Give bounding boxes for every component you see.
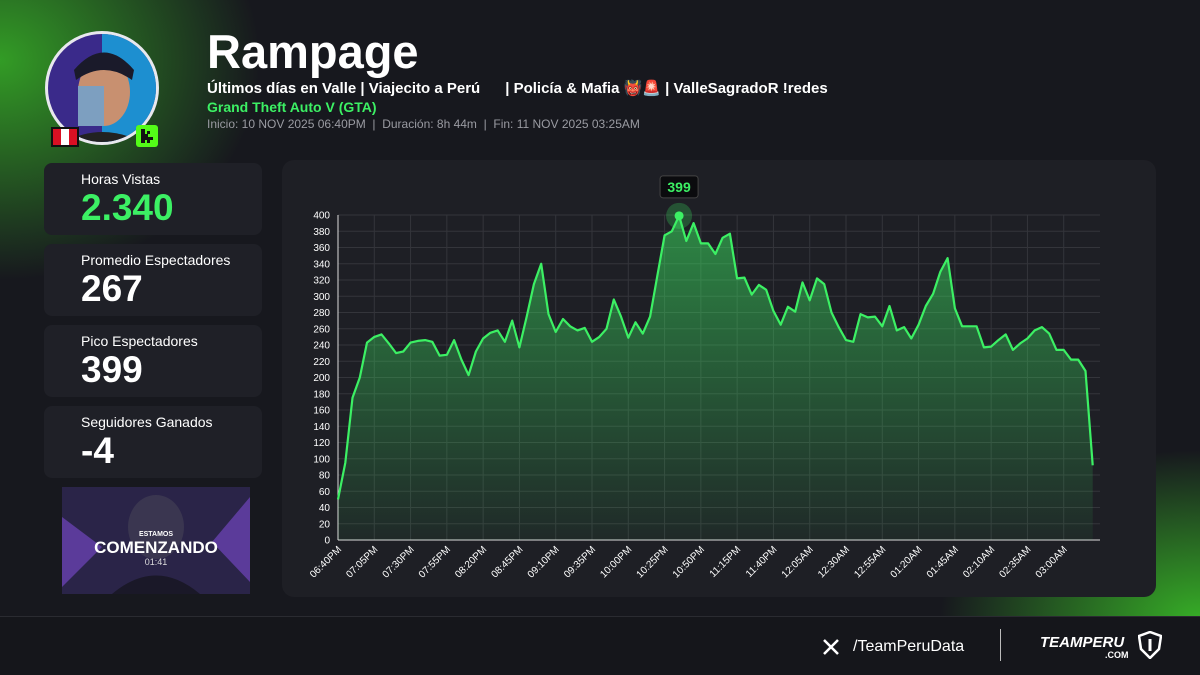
y-tick-label: 60 — [319, 487, 331, 498]
x-tick-label: 12:05AM — [780, 544, 816, 580]
x-tick-label: 11:15PM — [708, 544, 744, 580]
x-tick-label: 07:05PM — [344, 544, 380, 580]
game: Grand Theft Auto V (GTA) — [207, 99, 377, 115]
y-tick-label: 100 — [313, 454, 330, 465]
y-tick-label: 20 — [319, 519, 331, 530]
y-tick-label: 160 — [313, 406, 330, 417]
x-icon — [823, 639, 839, 655]
thumbnail-text: 01:41 — [145, 557, 168, 567]
x-tick-label: 10:25PM — [635, 544, 671, 580]
x-tick-label: 10:00PM — [598, 544, 634, 580]
y-tick-label: 220 — [313, 357, 330, 368]
subtitle: Últimos días en Valle | Viajecito a Perú… — [207, 80, 828, 97]
stat-value: 399 — [81, 349, 143, 390]
brand-sub: .COM — [1105, 650, 1129, 660]
x-tick-label: 09:35PM — [562, 544, 598, 580]
stat-label: Promedio Espectadores — [81, 252, 231, 268]
y-tick-label: 300 — [313, 292, 330, 303]
x-tick-label: 02:10AM — [961, 544, 997, 580]
stat-card: Seguidores Ganados -4 — [44, 406, 262, 478]
thumbnail-text: COMENZANDO — [94, 538, 218, 557]
y-tick-label: 40 — [319, 503, 331, 514]
x-tick-label: 03:00AM — [1034, 544, 1070, 580]
y-tick-label: 400 — [313, 211, 330, 222]
y-tick-label: 80 — [319, 471, 331, 482]
thumbnail-text: ESTAMOS — [139, 531, 173, 538]
brand-shield — [1138, 631, 1162, 659]
y-tick-label: 260 — [313, 324, 330, 335]
stat-value: 267 — [81, 268, 143, 309]
stat-card: Promedio Espectadores 267 — [44, 244, 262, 316]
y-tick-label: 380 — [313, 227, 330, 238]
stat-card: Pico Espectadores 399 — [44, 325, 262, 397]
y-tick-label: 0 — [324, 536, 330, 547]
y-tick-label: 340 — [313, 259, 330, 270]
stat-card: Horas Vistas 2.340 — [44, 163, 262, 235]
x-tick-label: 09:10PM — [526, 544, 562, 580]
x-tick-label: 08:20PM — [453, 544, 489, 580]
x-tick-label: 08:45PM — [489, 544, 525, 580]
x-tick-label: 10:50PM — [671, 544, 707, 580]
area — [338, 215, 1093, 541]
x-tick-label: 07:30PM — [381, 544, 417, 580]
chart: 0 20 40 60 80 100 120 140 160 180 200 220 240 260 280 3… — [308, 175, 1100, 580]
x-tick-label: 01:20AM — [889, 544, 925, 580]
title: Rampage — [207, 25, 419, 78]
y-tick-label: 320 — [313, 276, 330, 287]
peak-label: 399 — [667, 179, 691, 195]
y-tick-label: 200 — [313, 373, 330, 384]
y-tick-label: 240 — [313, 341, 330, 352]
y-tick-label: 140 — [313, 422, 330, 433]
footer: /TeamPeruData TEAMPERU .COM — [0, 616, 1200, 675]
stat-label: Seguidores Ganados — [81, 414, 213, 430]
x-tick-label: 02:35AM — [997, 544, 1033, 580]
y-tick-label: 120 — [313, 438, 330, 449]
stat-value: -4 — [81, 430, 114, 471]
y-tick-label: 360 — [313, 243, 330, 254]
y-tick-label: 280 — [313, 308, 330, 319]
peak-badge — [659, 175, 699, 199]
stat-label: Horas Vistas — [81, 171, 161, 187]
stat-value: 2.340 — [81, 187, 174, 228]
x-tick-label: 12:30AM — [816, 544, 852, 580]
x-tick-label: 07:55PM — [417, 544, 453, 580]
brand: TEAMPERU — [1040, 634, 1125, 651]
line — [336, 214, 1094, 500]
avatar — [45, 31, 159, 147]
y-tick-label: 180 — [313, 389, 330, 400]
x-tick-label: 12:55AM — [852, 544, 888, 580]
x-tick-label: 01:45AM — [925, 544, 961, 580]
handle: /TeamPeruData — [853, 638, 965, 655]
stat-label: Pico Espectadores — [81, 333, 198, 349]
divider — [1000, 629, 1001, 661]
x-tick-label: 06:40PM — [308, 544, 344, 580]
meta: Inicio: 10 NOV 2025 06:40PM | Duración: … — [207, 117, 640, 131]
thumbnail: ESTAMOS COMENZANDO 01:41 — [62, 487, 250, 594]
peak-point — [674, 211, 684, 221]
x-tick-label: 11:40PM — [744, 544, 780, 580]
